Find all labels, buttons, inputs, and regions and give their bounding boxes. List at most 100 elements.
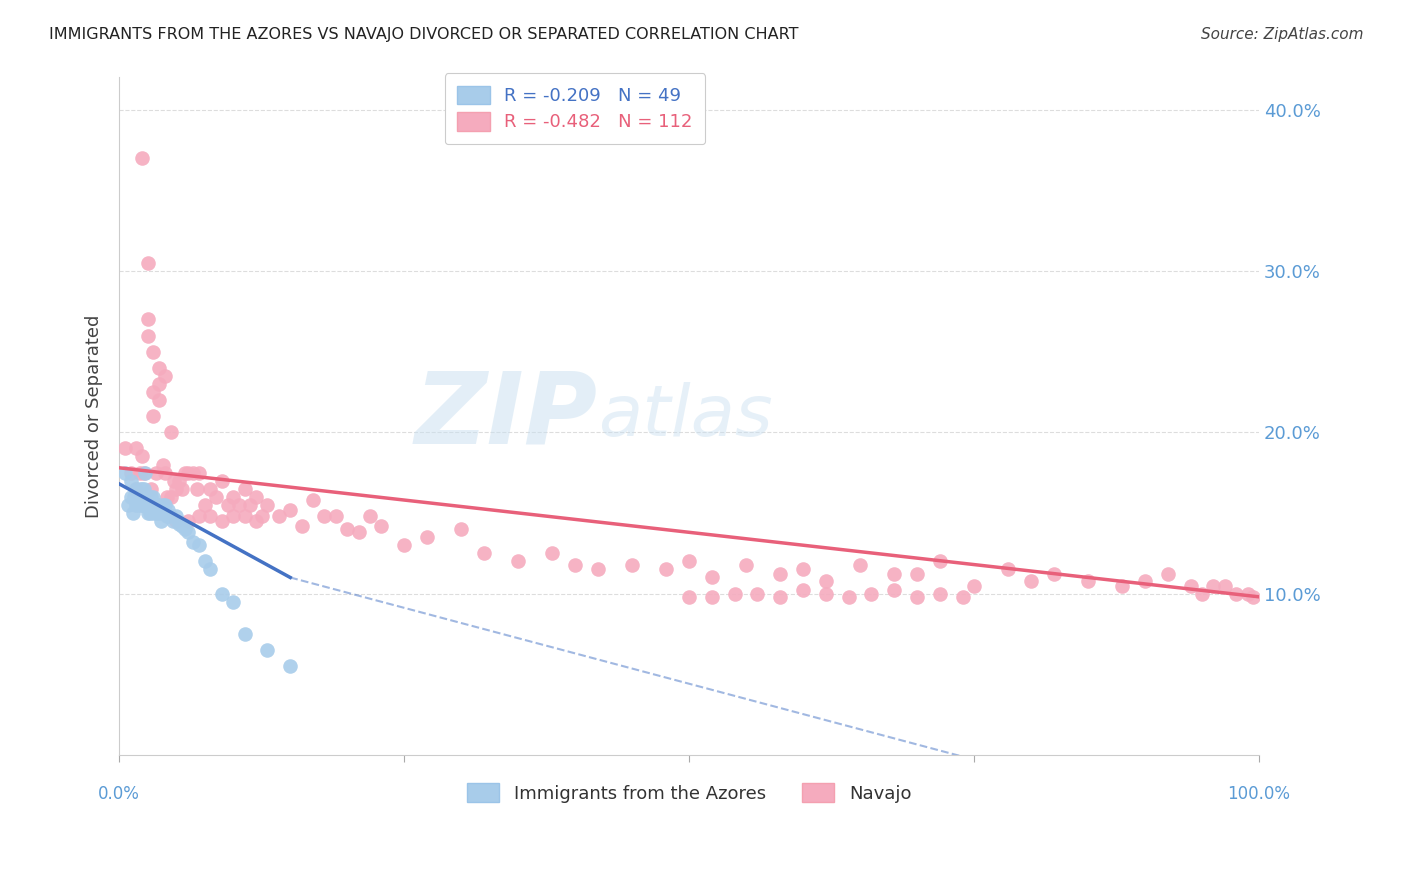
Point xyxy=(860,586,883,600)
Point xyxy=(735,558,758,572)
Point xyxy=(117,498,139,512)
Point xyxy=(291,519,314,533)
Point xyxy=(142,409,165,424)
Point xyxy=(120,466,142,480)
Point xyxy=(200,482,222,496)
Point xyxy=(152,498,174,512)
Point xyxy=(120,474,142,488)
Point xyxy=(325,509,347,524)
Text: atlas: atlas xyxy=(598,382,772,450)
Point xyxy=(792,562,814,576)
Point xyxy=(472,546,495,560)
Point xyxy=(165,514,187,528)
Point xyxy=(883,567,905,582)
Point xyxy=(134,466,156,480)
Point xyxy=(233,509,256,524)
Point xyxy=(162,514,184,528)
Point xyxy=(928,554,950,568)
Point xyxy=(188,538,211,552)
Point xyxy=(125,482,148,496)
Point xyxy=(139,506,162,520)
Point xyxy=(165,509,187,524)
Point xyxy=(156,490,179,504)
Point xyxy=(621,558,644,572)
Point xyxy=(278,659,301,673)
Point xyxy=(416,530,439,544)
Point xyxy=(142,506,165,520)
Point xyxy=(148,498,170,512)
Point xyxy=(131,450,153,464)
Point xyxy=(278,502,301,516)
Point xyxy=(128,482,150,496)
Text: IMMIGRANTS FROM THE AZORES VS NAVAJO DIVORCED OR SEPARATED CORRELATION CHART: IMMIGRANTS FROM THE AZORES VS NAVAJO DIV… xyxy=(49,27,799,42)
Point xyxy=(905,590,928,604)
Point xyxy=(188,466,211,480)
Text: 100.0%: 100.0% xyxy=(1227,786,1291,804)
Point xyxy=(188,509,211,524)
Point xyxy=(114,442,136,456)
Point xyxy=(997,562,1019,576)
Point xyxy=(159,490,181,504)
Point xyxy=(176,525,198,540)
Point xyxy=(146,498,169,512)
Point xyxy=(167,517,190,532)
Point xyxy=(211,514,233,528)
Point xyxy=(153,506,176,520)
Point xyxy=(233,482,256,496)
Point xyxy=(142,384,165,399)
Point xyxy=(1133,574,1156,588)
Point xyxy=(792,583,814,598)
Point xyxy=(157,502,180,516)
Point xyxy=(678,554,700,568)
Point xyxy=(125,442,148,456)
Point xyxy=(228,498,250,512)
Point xyxy=(183,466,205,480)
Point xyxy=(159,425,181,440)
Point xyxy=(905,567,928,582)
Point xyxy=(1180,578,1202,592)
Legend: Immigrants from the Azores, Navajo: Immigrants from the Azores, Navajo xyxy=(456,772,922,814)
Point xyxy=(141,482,163,496)
Point xyxy=(136,256,159,270)
Point xyxy=(131,151,153,165)
Point xyxy=(205,490,228,504)
Point xyxy=(167,474,190,488)
Point xyxy=(128,490,150,504)
Point xyxy=(200,562,222,576)
Point xyxy=(347,525,370,540)
Point xyxy=(700,590,723,604)
Point xyxy=(152,458,174,472)
Point xyxy=(200,509,222,524)
Point xyxy=(963,578,986,592)
Point xyxy=(267,509,290,524)
Point xyxy=(194,498,217,512)
Point xyxy=(211,474,233,488)
Point xyxy=(125,498,148,512)
Point xyxy=(952,590,974,604)
Point xyxy=(148,392,170,407)
Text: 0.0%: 0.0% xyxy=(98,786,141,804)
Point xyxy=(314,509,336,524)
Point xyxy=(186,482,208,496)
Point xyxy=(145,466,167,480)
Point xyxy=(142,344,165,359)
Point xyxy=(153,368,176,383)
Point xyxy=(114,466,136,480)
Point xyxy=(1241,590,1264,604)
Point xyxy=(170,519,193,533)
Point xyxy=(122,506,145,520)
Point xyxy=(183,535,205,549)
Point xyxy=(724,586,747,600)
Point xyxy=(120,490,142,504)
Point xyxy=(747,586,769,600)
Point xyxy=(245,514,267,528)
Point xyxy=(1202,578,1225,592)
Point xyxy=(211,586,233,600)
Point xyxy=(170,482,193,496)
Point xyxy=(1111,578,1133,592)
Point xyxy=(194,554,217,568)
Point xyxy=(131,482,153,496)
Point xyxy=(156,509,179,524)
Point xyxy=(150,514,173,528)
Point xyxy=(359,509,381,524)
